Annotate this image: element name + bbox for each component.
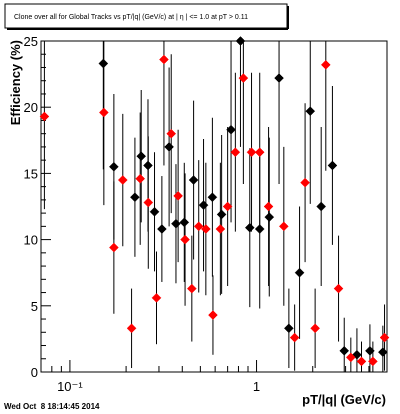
x-axis: 10⁻¹ 1: [40, 360, 388, 394]
y-tick-label: 25: [24, 34, 38, 49]
data-point: [289, 332, 300, 343]
data-point: [339, 345, 350, 356]
data-point: [263, 201, 274, 212]
data-point: [235, 36, 246, 46]
data-point: [264, 212, 275, 222]
chart-title: Clone over all for Global Tracks vs pT/|…: [14, 14, 248, 21]
data-point: [345, 352, 356, 363]
data-point: [316, 201, 327, 212]
data-point: [333, 283, 344, 294]
y-axis: 0 5 10 15 20 25: [24, 34, 51, 380]
data-point: [126, 323, 137, 334]
data-point: [173, 191, 183, 201]
data-point: [278, 221, 289, 232]
data-point: [109, 242, 119, 253]
data-point: [254, 147, 265, 158]
data-point: [130, 192, 140, 203]
data-point: [98, 58, 109, 69]
plot-frame: [40, 40, 388, 373]
series-2: [39, 41, 390, 372]
title-box: Clone over all for Global Tracks vs pT/|…: [4, 3, 289, 30]
data-point: [274, 73, 284, 83]
y-tick-label: 20: [24, 100, 38, 115]
y-axis-label: Efficiency (%): [8, 40, 23, 125]
data-point: [320, 59, 331, 70]
x-tick-label: 10⁻¹: [57, 379, 83, 394]
data-point: [193, 221, 204, 232]
timestamp: Wed Oct 8 18:14:45 2014: [4, 402, 100, 411]
data-point: [188, 175, 199, 185]
data-point: [215, 224, 226, 234]
y-tick-label: 15: [24, 166, 38, 181]
data-point: [368, 356, 378, 367]
data-point: [327, 160, 338, 171]
data-point: [238, 73, 249, 83]
data-point: [310, 323, 320, 334]
data-point: [179, 217, 190, 228]
x-tick-label: 1: [253, 379, 260, 394]
data-points: [39, 36, 390, 372]
data-point: [186, 283, 197, 294]
data-point: [109, 161, 119, 172]
data-point: [149, 206, 160, 217]
data-point: [208, 310, 218, 320]
data-point: [230, 147, 241, 158]
y-tick-label: 0: [31, 365, 38, 380]
data-point: [294, 267, 305, 278]
y-tick-label: 5: [31, 299, 38, 314]
data-point: [300, 177, 310, 188]
data-point: [180, 234, 190, 245]
data-point: [377, 347, 388, 357]
data-point: [200, 224, 211, 234]
data-point: [98, 107, 109, 118]
data-point: [135, 173, 146, 184]
data-point: [143, 197, 154, 208]
data-point: [244, 222, 255, 233]
data-point: [159, 54, 169, 65]
data-point: [151, 293, 162, 303]
data-point: [305, 106, 316, 117]
data-point: [246, 147, 257, 158]
data-point: [207, 192, 218, 203]
data-point: [157, 224, 167, 234]
data-point: [284, 323, 294, 334]
data-point: [216, 209, 227, 220]
data-point: [39, 111, 50, 122]
data-point: [379, 332, 390, 343]
data-point: [222, 201, 233, 212]
x-axis-label: pT/|q| (GeV/c): [302, 392, 386, 407]
y-tick-label: 10: [24, 233, 38, 248]
data-point: [356, 356, 367, 367]
data-point: [117, 175, 128, 185]
data-point: [136, 151, 147, 162]
data-point: [166, 128, 177, 139]
